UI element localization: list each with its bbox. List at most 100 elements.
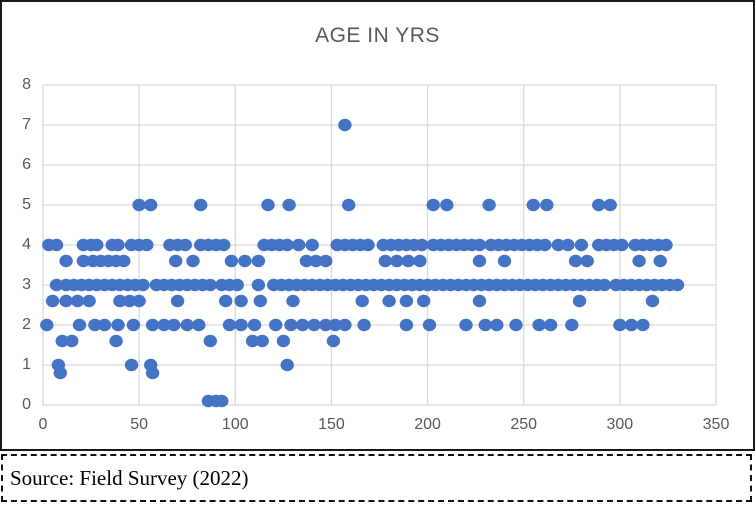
data-point <box>53 366 67 380</box>
data-point <box>59 294 73 308</box>
data-point <box>390 254 404 268</box>
data-point <box>109 334 123 348</box>
data-point <box>509 318 523 332</box>
y-axis-tick-label: 1 <box>22 356 31 373</box>
data-point <box>319 318 333 332</box>
data-point <box>282 198 296 212</box>
y-axis-tick-label: 5 <box>22 196 31 213</box>
data-point <box>203 278 217 292</box>
data-point <box>217 238 231 252</box>
data-point <box>613 318 627 332</box>
data-point <box>532 318 546 332</box>
data-point <box>132 294 146 308</box>
data-point <box>399 294 414 308</box>
data-point <box>574 238 589 252</box>
data-point <box>70 294 85 308</box>
data-point <box>565 318 579 332</box>
data-point <box>224 254 239 268</box>
data-point <box>342 198 356 212</box>
data-point <box>305 238 319 252</box>
data-point <box>251 278 266 292</box>
data-point <box>399 318 414 332</box>
data-point <box>169 254 183 268</box>
data-point <box>497 254 512 268</box>
data-point <box>97 318 112 332</box>
data-point <box>615 238 629 252</box>
data-point <box>269 318 283 332</box>
data-point <box>472 254 487 268</box>
data-point <box>670 278 685 292</box>
data-point <box>122 294 137 308</box>
data-point <box>378 254 392 268</box>
x-axis-tick-label: 0 <box>39 416 48 433</box>
data-point <box>245 334 260 348</box>
y-axis-tick-label: 6 <box>22 156 31 173</box>
data-point <box>276 334 291 348</box>
x-axis-tick-label: 50 <box>130 416 148 433</box>
data-point <box>459 318 473 332</box>
data-point <box>592 198 606 212</box>
chart-panel: AGE IN YRS 0 1 2 3 4 5 6 7 8 0 50 100 150 200 250 300 35… <box>0 0 755 451</box>
data-point <box>422 318 437 332</box>
data-point <box>144 198 158 212</box>
x-axis-tick-label: 200 <box>414 416 441 433</box>
data-point <box>157 318 171 332</box>
data-point <box>82 294 96 308</box>
data-point <box>124 358 139 372</box>
data-point <box>111 318 125 332</box>
data-point <box>401 254 415 268</box>
data-point <box>132 198 146 212</box>
data-point <box>55 334 69 348</box>
data-point <box>645 294 660 308</box>
data-point <box>636 318 650 332</box>
data-point <box>540 198 554 212</box>
data-point <box>215 394 229 408</box>
data-point <box>307 318 321 332</box>
data-point <box>167 318 181 332</box>
data-point <box>234 318 248 332</box>
x-axis-tick-label: 350 <box>703 416 730 433</box>
data-point <box>90 238 104 252</box>
source-note-text: Source: Field Survey (2022) <box>10 465 249 490</box>
data-point <box>230 278 244 292</box>
data-point <box>551 238 565 252</box>
data-point <box>76 254 91 268</box>
data-point <box>440 198 454 212</box>
chart-title: AGE IN YRS <box>315 24 440 47</box>
data-point <box>357 318 371 332</box>
data-point <box>326 334 341 348</box>
data-point <box>580 254 594 268</box>
data-point <box>597 278 612 292</box>
data-point <box>292 238 306 252</box>
data-point <box>472 238 487 252</box>
x-axis-tick-label: 150 <box>318 416 345 433</box>
data-point <box>561 238 575 252</box>
data-point <box>413 254 427 268</box>
data-point <box>328 318 342 332</box>
data-point <box>286 294 300 308</box>
data-point <box>49 238 64 252</box>
data-point <box>417 294 431 308</box>
data-point <box>280 238 294 252</box>
data-point <box>299 254 314 268</box>
data-point <box>632 254 646 268</box>
data-point <box>65 334 79 348</box>
data-point <box>40 318 54 332</box>
data-point <box>309 254 323 268</box>
data-point <box>538 238 552 252</box>
data-point <box>355 294 369 308</box>
data-point <box>415 238 429 252</box>
y-axis-tick-label: 2 <box>22 316 31 333</box>
data-point <box>180 318 194 332</box>
data-point <box>88 318 102 332</box>
data-point <box>222 318 237 332</box>
x-axis-tick-label: 250 <box>510 416 537 433</box>
data-point <box>284 318 298 332</box>
data-point <box>117 254 131 268</box>
data-point <box>145 366 160 380</box>
data-point <box>472 294 487 308</box>
data-point <box>170 294 185 308</box>
x-axis-tick-label: 100 <box>222 416 249 433</box>
data-point <box>280 358 294 372</box>
